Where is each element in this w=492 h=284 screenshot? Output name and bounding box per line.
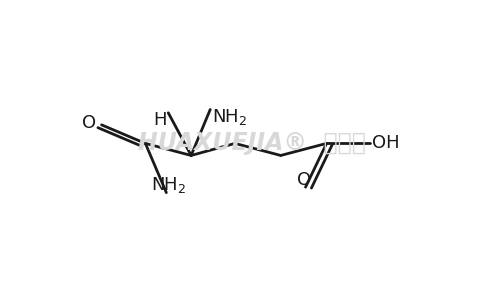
Text: HUAXUEJIA®  化学加: HUAXUEJIA® 化学加 [138,131,366,155]
Text: H: H [153,110,166,129]
Text: O: O [82,114,96,132]
Text: O: O [297,171,310,189]
Text: NH$_2$: NH$_2$ [212,107,247,127]
Text: OH: OH [372,134,400,153]
Text: NH$_2$: NH$_2$ [151,175,186,195]
